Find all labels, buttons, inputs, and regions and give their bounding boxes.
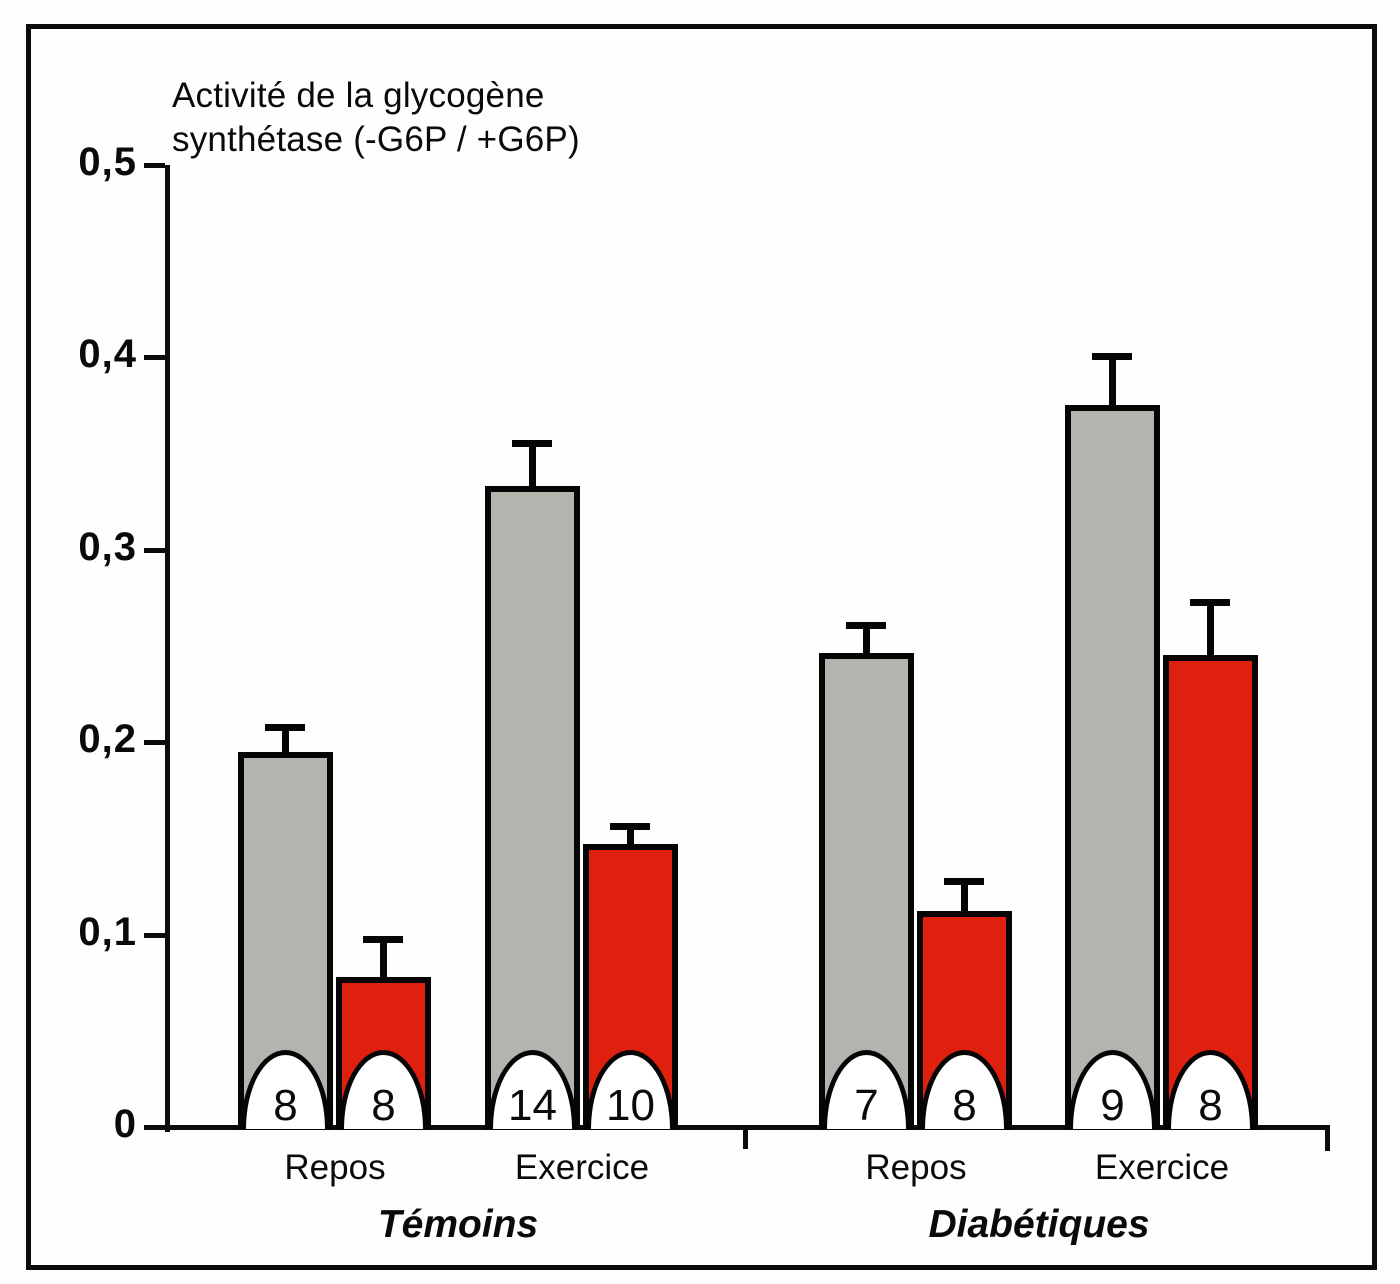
x-label-diabetiques-repos: Repos	[865, 1148, 967, 1187]
y-tick-0	[144, 1125, 165, 1130]
error-bar-cap-red-temoins-exercice	[610, 823, 650, 830]
n-value-gray-temoins-exercice: 14	[508, 1081, 557, 1130]
y-tick-label-0,4: 0,4	[78, 332, 137, 376]
error-bar-cap-gray-temoins-repos	[265, 724, 305, 731]
error-bar-stem-gray-diabetiques-exercice	[1109, 359, 1116, 407]
error-bar-stem-red-temoins-repos	[380, 942, 387, 979]
x-label-diabetiques-exercice: Exercice	[1094, 1148, 1230, 1187]
n-value-red-temoins-repos: 8	[371, 1081, 396, 1130]
error-bar-cap-gray-diabetiques-repos	[846, 622, 886, 629]
y-tick-0,3	[144, 548, 165, 553]
error-bar-cap-gray-temoins-exercice	[512, 440, 552, 447]
error-bar-cap-red-diabetiques-repos	[944, 878, 984, 885]
error-bar-cap-red-temoins-repos	[363, 936, 403, 943]
error-bar-stem-red-diabetiques-repos	[961, 884, 968, 913]
y-tick-label-0,3: 0,3	[78, 525, 137, 569]
chart-title-line1: Activité de la glycogène	[172, 76, 545, 115]
y-tick-0,1	[144, 933, 165, 938]
x-label-temoins-exercice: Exercice	[514, 1148, 650, 1187]
error-bar-cap-gray-diabetiques-exercice	[1092, 353, 1132, 360]
error-bar-stem-gray-temoins-exercice	[529, 446, 536, 488]
y-tick-label-0,2: 0,2	[78, 717, 137, 761]
bar-gray-temoins-exercice	[485, 486, 580, 1130]
n-value-gray-diabetiques-repos: 7	[854, 1081, 879, 1130]
n-badge-red-temoins-exercice: 10	[586, 1050, 675, 1129]
group-label-diabetiques: Diabétiques	[928, 1203, 1150, 1246]
n-value-red-temoins-exercice: 10	[606, 1081, 655, 1130]
y-tick-0,5	[144, 163, 165, 168]
chart-title-line2: synthétase (-G6P / +G6P)	[172, 120, 580, 160]
y-axis	[165, 165, 170, 1132]
error-bar-stem-red-diabetiques-exercice	[1207, 605, 1214, 657]
error-bar-stem-gray-temoins-repos	[282, 730, 289, 754]
y-tick-0,4	[144, 355, 165, 360]
x-label-temoins-repos: Repos	[284, 1148, 386, 1187]
group-separator-tick	[743, 1127, 748, 1149]
n-value-gray-diabetiques-exercice: 9	[1100, 1081, 1125, 1130]
n-value-red-diabetiques-exercice: 8	[1198, 1081, 1223, 1130]
error-bar-stem-red-temoins-exercice	[627, 829, 634, 846]
chart-title: Activité de la glycogène synthétase (-G6…	[172, 74, 580, 163]
y-tick-label-0,1: 0,1	[78, 910, 137, 954]
error-bar-stem-gray-diabetiques-repos	[863, 628, 870, 655]
bar-gray-diabetiques-exercice	[1065, 405, 1160, 1130]
y-tick-0,2	[144, 740, 165, 745]
error-bar-cap-red-diabetiques-exercice	[1190, 599, 1230, 606]
y-tick-label-0,5: 0,5	[78, 140, 137, 184]
group-label-temoins: Témoins	[377, 1203, 539, 1246]
y-tick-label-0: 0	[113, 1102, 137, 1146]
x-axis-end-tick	[1325, 1127, 1330, 1151]
n-value-gray-temoins-repos: 8	[273, 1081, 298, 1130]
n-value-red-diabetiques-repos: 8	[952, 1081, 977, 1130]
